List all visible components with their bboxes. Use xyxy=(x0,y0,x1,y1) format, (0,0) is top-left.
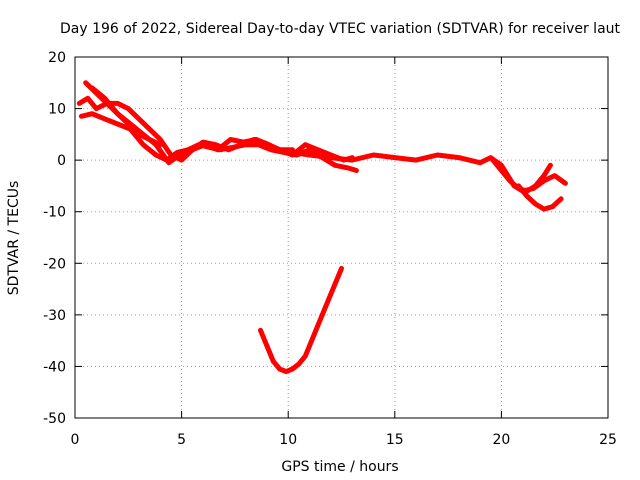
x-tick-label: 15 xyxy=(386,432,404,448)
y-tick-label: -10 xyxy=(43,205,66,221)
plot-frame xyxy=(74,56,609,419)
x-axis-title: GPS time / hours xyxy=(281,459,398,475)
chart-title: Day 196 of 2022, Sidereal Day-to-day VTE… xyxy=(60,21,621,37)
x-tick-label: 25 xyxy=(599,432,617,448)
y-tick-label: -50 xyxy=(43,411,66,427)
y-tick-label: -30 xyxy=(43,308,66,324)
y-axis-title: SDTVAR / TECUs xyxy=(6,181,22,296)
x-tick-label: 5 xyxy=(177,432,186,448)
series-line-track-h xyxy=(258,265,344,375)
data-series xyxy=(76,80,568,375)
axis-ticks: 0 5 10 15 20 25 -50 -40 -30 -20 -10 0 10 20 xyxy=(43,50,617,448)
grid xyxy=(75,57,608,418)
series-line-track-c xyxy=(83,80,355,163)
series-line-track-g xyxy=(516,183,564,212)
y-tick-label: -20 xyxy=(43,256,66,272)
y-tick-label: 10 xyxy=(48,102,66,118)
series-line-track-d xyxy=(89,85,295,166)
y-tick-label: 0 xyxy=(57,153,66,169)
y-tick-label: -40 xyxy=(43,359,66,375)
x-tick-label: 0 xyxy=(71,432,80,448)
series-line-track-b xyxy=(78,111,359,173)
x-tick-label: 20 xyxy=(492,432,510,448)
x-tick-label: 10 xyxy=(279,432,297,448)
series-line-track-e xyxy=(290,149,568,194)
y-tick-label: 20 xyxy=(48,50,66,66)
